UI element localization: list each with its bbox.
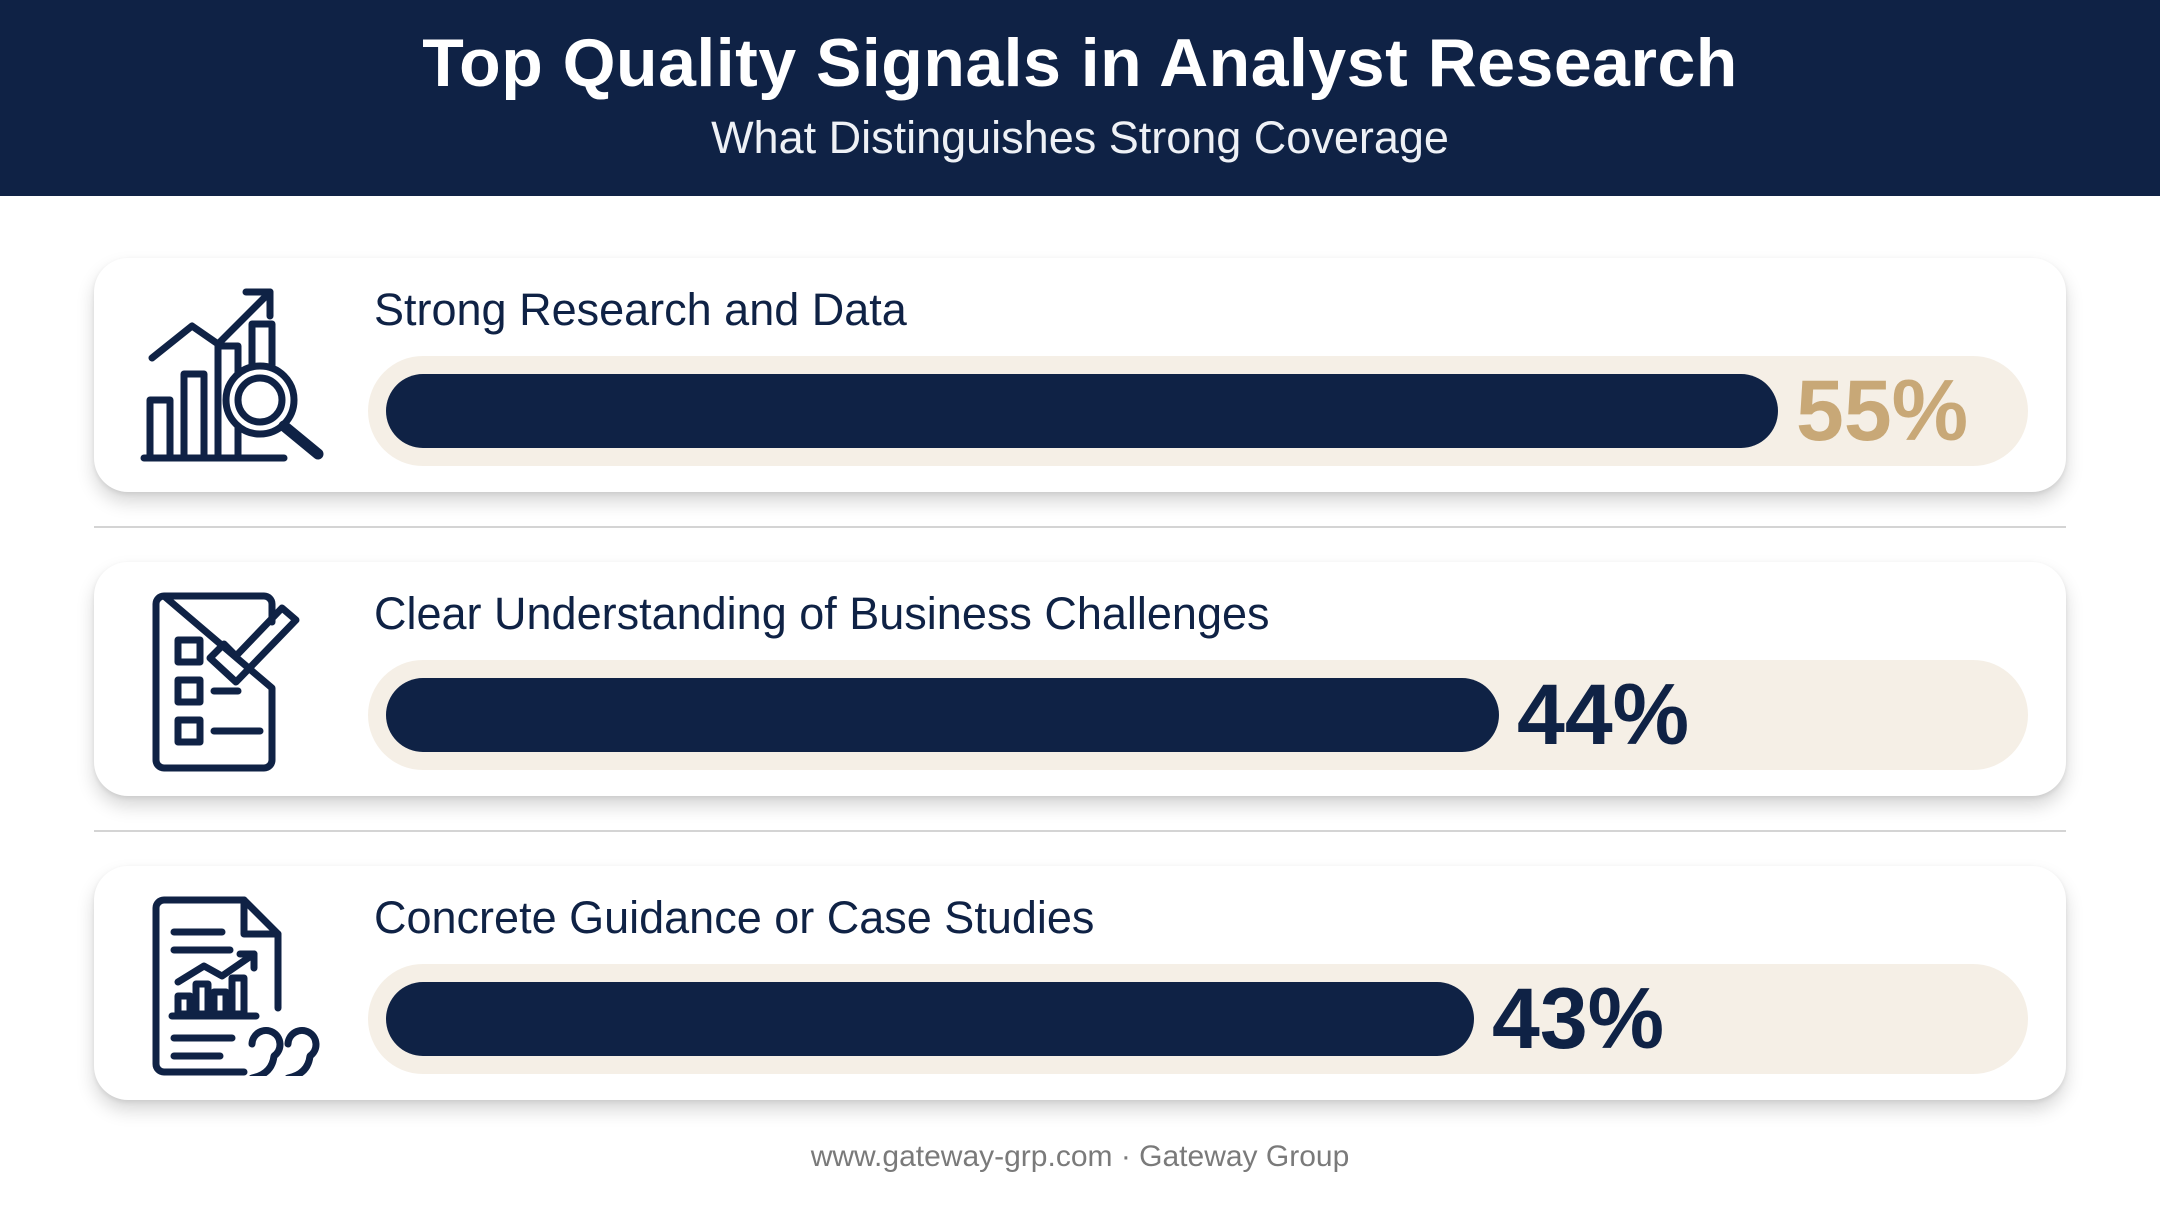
bar-track: 43% [368,964,2028,1074]
bar-chart-magnifier-icon [140,288,324,462]
bar-guidance-case-studies [386,982,1474,1056]
signal-label: Clear Understanding of Business Challeng… [374,588,1270,639]
signal-card-business-challenges: Clear Understanding of Business Challeng… [94,562,2066,796]
bar-business-challenges [386,678,1499,752]
value-label-guidance-case-studies: 43% [1492,971,1665,1067]
footer-credit: www.gateway-grp.com · Gateway Group [810,1140,1350,1173]
checklist-icon [152,592,300,772]
row-divider [94,830,2066,832]
bar-research-data [386,374,1778,448]
signal-label: Concrete Guidance or Case Studies [374,892,1095,943]
signal-card-research-data: Strong Research and Data 55% [94,258,2066,492]
signal-card-guidance-case-studies: Concrete Guidance or Case Studies 43% [94,866,2066,1100]
row-divider [94,526,2066,528]
bar-track: 44% [368,660,2028,770]
bar-track: 55% [368,356,2028,466]
page-title: Top Quality Signals in Analyst Research [422,25,1738,101]
report-quote-icon [152,896,320,1076]
header-banner: Top Quality Signals in Analyst Research … [0,0,2160,196]
page-subtitle: What Distinguishes Strong Coverage [711,112,1449,163]
value-label-research-data: 55% [1796,363,1969,459]
signal-label: Strong Research and Data [374,284,907,335]
value-label-business-challenges: 44% [1517,667,1690,763]
